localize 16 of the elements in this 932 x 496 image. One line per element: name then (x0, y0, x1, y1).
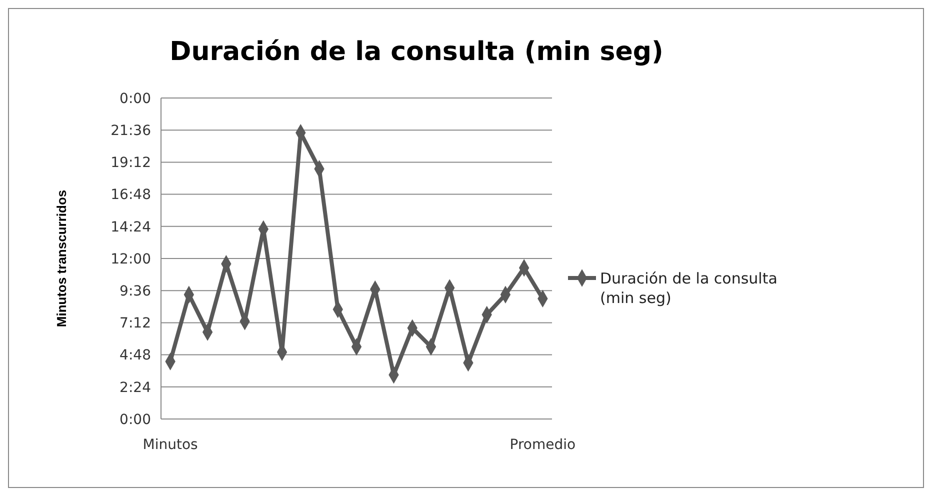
y-tick-label: 19:12 (110, 155, 151, 172)
y-tick-label: 16:48 (110, 187, 151, 204)
y-tick-label: 9:36 (120, 284, 152, 300)
x-tick-label: Minutos (142, 437, 198, 453)
y-tick-label: 14:24 (110, 219, 152, 236)
y-tick-label: 0:00 (120, 412, 151, 428)
y-tick-label: 21:36 (110, 123, 152, 139)
y-axis-title: Minutos transcurridos (54, 190, 69, 328)
y-tick-label: 4:48 (120, 348, 151, 364)
x-tick-label: Promedio (510, 437, 576, 453)
chart-title: Duración de la consulta (min seg) (170, 37, 664, 67)
y-tick-label: 2:24 (120, 380, 152, 396)
y-tick-label: 7:12 (120, 316, 151, 332)
legend-label: Duración de la consulta (min seg) (600, 269, 778, 307)
y-tick-label: 0:00 (120, 90, 151, 107)
y-tick-label: 12:00 (110, 251, 151, 268)
